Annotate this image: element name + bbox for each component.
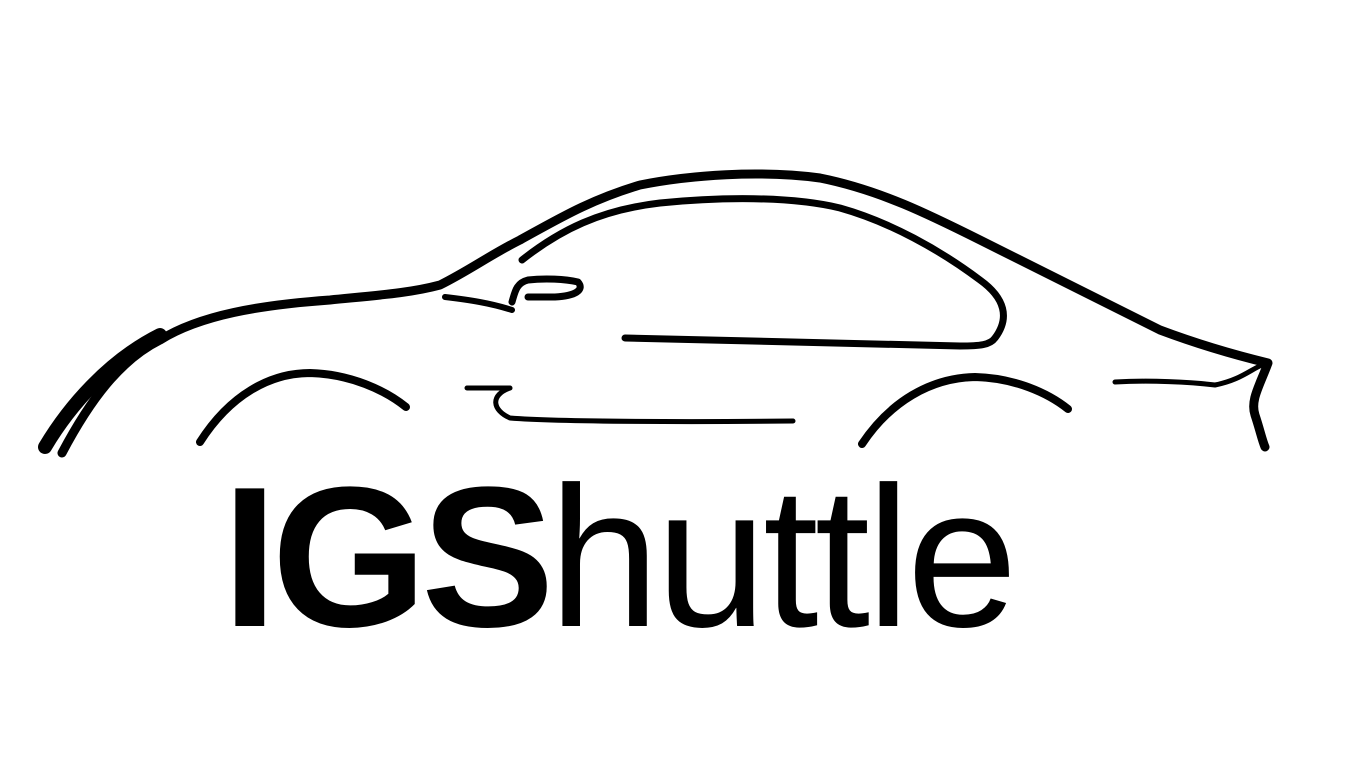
rear-wheel-arch-icon xyxy=(862,377,1068,444)
car-hood-line-icon xyxy=(445,297,512,310)
car-mirror-icon xyxy=(512,279,580,302)
brand-wordmark: IGShuttle xyxy=(222,458,1014,658)
car-body-outline-icon xyxy=(62,174,1268,453)
brand-wordmark-regular: huttle xyxy=(549,446,1014,669)
brand-wordmark-bold-s: S xyxy=(421,446,548,669)
car-rear-bumper-icon xyxy=(1115,365,1262,385)
front-wheel-arch-icon xyxy=(200,373,406,442)
brand-wordmark-bold: IG xyxy=(222,446,421,669)
car-door-sill-icon xyxy=(467,388,793,422)
